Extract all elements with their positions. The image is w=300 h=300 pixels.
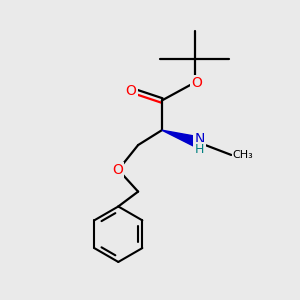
Text: CH₃: CH₃ <box>233 150 254 160</box>
Text: O: O <box>112 163 123 177</box>
Text: H: H <box>195 142 204 155</box>
Text: N: N <box>194 132 205 146</box>
Polygon shape <box>162 130 199 147</box>
Text: O: O <box>191 76 202 90</box>
Text: O: O <box>126 84 136 98</box>
